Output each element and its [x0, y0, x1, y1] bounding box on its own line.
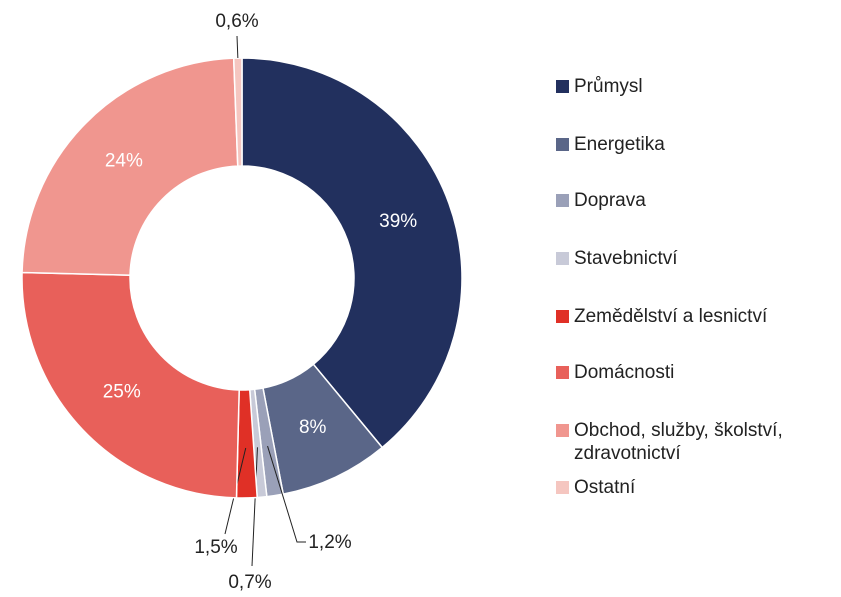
data-label: 24%: [105, 150, 143, 171]
legend-item: Obchod, služby, školství, zdravotnictví: [556, 419, 841, 465]
donut-slice: [241, 57, 463, 449]
data-label: 25%: [103, 381, 141, 402]
data-label: 0,6%: [215, 11, 258, 32]
legend-item: Stavebnictví: [556, 247, 841, 270]
legend-label: Průmysl: [574, 76, 643, 97]
legend-swatch: [556, 481, 569, 494]
legend-item: Průmysl: [556, 75, 841, 98]
data-label: 39%: [379, 211, 417, 232]
legend-label: Energetika: [574, 134, 665, 155]
legend-swatch: [556, 310, 569, 323]
legend-label: Stavebnictví: [574, 248, 678, 269]
donut-slice: [21, 57, 239, 276]
legend-label: Ostatní: [574, 477, 636, 498]
data-label: 1,5%: [194, 537, 237, 558]
legend-item: Domácnosti: [556, 361, 841, 384]
legend-swatch: [556, 252, 569, 265]
data-label: 8%: [299, 417, 327, 438]
donut: 39% 8% 1,2% 0,7% 1,5% 25% 24% 0,6%: [21, 11, 463, 593]
data-label: 1,2%: [308, 532, 351, 553]
legend-swatch: [556, 138, 569, 151]
legend-swatch: [556, 194, 569, 207]
donut-slice: [21, 271, 240, 499]
legend-item: Zemědělství a lesnictví: [556, 305, 841, 328]
legend-item: Energetika: [556, 133, 841, 156]
legend-label: Obchod, služby, školství, zdravotnictví: [574, 420, 783, 464]
legend-label: Domácnosti: [574, 362, 675, 383]
legend-item: Doprava: [556, 189, 841, 212]
leader-line: [267, 445, 306, 543]
legend-swatch: [556, 424, 569, 437]
legend-item: Ostatní: [556, 476, 841, 499]
legend-swatch: [556, 80, 569, 93]
legend-label: Zemědělství a lesnictví: [574, 306, 768, 327]
data-label: 0,7%: [228, 572, 271, 593]
leader-line: [236, 35, 239, 59]
legend-swatch: [556, 366, 569, 379]
donut-slice: [232, 57, 243, 167]
legend-label: Doprava: [574, 190, 646, 211]
leader-line: [251, 447, 258, 567]
